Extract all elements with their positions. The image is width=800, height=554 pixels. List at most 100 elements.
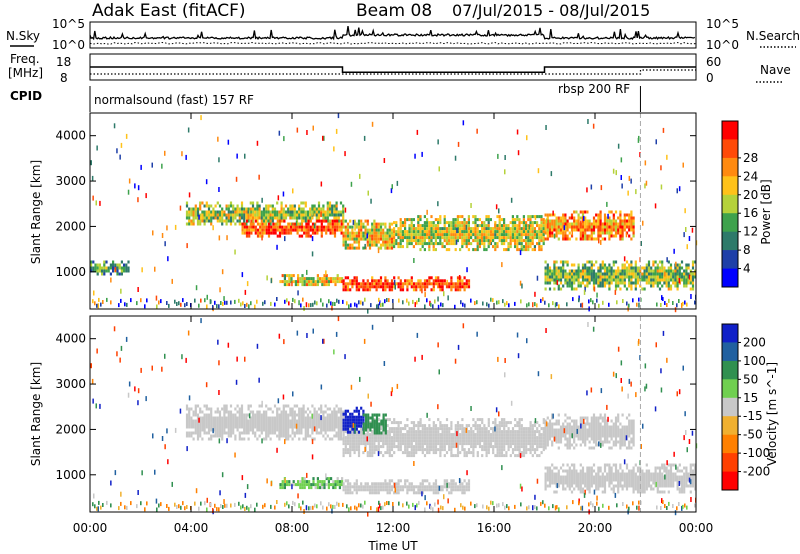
echo-cell xyxy=(357,421,361,425)
echo-cell xyxy=(437,230,440,234)
echo-cell xyxy=(399,439,402,443)
echo-cell xyxy=(487,448,490,452)
echo-cell xyxy=(520,445,523,449)
echo-cell xyxy=(496,454,499,458)
echo-cell xyxy=(621,266,624,270)
echo-cell xyxy=(557,222,560,226)
echo-cell xyxy=(428,424,431,428)
echo-cell xyxy=(265,213,268,217)
echo-cell xyxy=(423,230,426,234)
echo-cell xyxy=(625,266,629,270)
echo-cell xyxy=(289,210,292,214)
echo-cell xyxy=(544,278,547,282)
scatter-echo xyxy=(504,169,506,175)
scatter-echo xyxy=(119,154,121,160)
echo-cell xyxy=(243,416,246,420)
echo-cell xyxy=(225,207,228,211)
echo-cell xyxy=(201,410,204,414)
echo-cell xyxy=(247,404,250,408)
echo-cell xyxy=(525,221,528,225)
echo-cell xyxy=(557,422,560,426)
echo-cell xyxy=(331,207,334,211)
echo-cell xyxy=(311,228,315,232)
echo-cell xyxy=(485,224,488,228)
near-range-echo xyxy=(474,301,476,306)
echo-cell xyxy=(625,213,629,217)
echo-cell xyxy=(588,278,591,282)
echo-cell xyxy=(459,282,462,286)
scatter-echo xyxy=(495,204,498,210)
echo-cell xyxy=(533,436,537,440)
echo-cell xyxy=(691,260,695,264)
echo-cell xyxy=(538,215,541,219)
echo-cell xyxy=(628,275,631,279)
echo-cell xyxy=(90,266,93,270)
echo-cell xyxy=(481,430,484,434)
echo-cell xyxy=(652,275,655,279)
echo-cell xyxy=(463,288,466,292)
near-range-echo xyxy=(314,300,316,305)
nsearch-label: N.Search xyxy=(746,29,800,43)
echo-cell xyxy=(291,410,294,414)
echo-cell xyxy=(531,445,534,449)
echo-cell xyxy=(306,431,310,435)
echo-cell xyxy=(355,445,358,449)
echo-cell xyxy=(410,445,413,449)
echo-cell xyxy=(623,434,626,438)
echo-cell xyxy=(428,245,431,249)
echo-cell xyxy=(401,221,404,225)
echo-cell xyxy=(417,427,420,431)
echo-cell xyxy=(619,234,622,238)
echo-cell xyxy=(472,221,475,225)
echo-cell xyxy=(676,287,679,291)
echo-cell xyxy=(199,207,202,211)
echo-cell xyxy=(279,486,282,490)
echo-cell xyxy=(322,419,325,423)
echo-cell xyxy=(667,275,670,279)
echo-cell xyxy=(236,213,239,217)
echo-cell xyxy=(494,242,497,246)
echo-cell xyxy=(293,207,296,211)
near-range-echo xyxy=(514,301,516,306)
echo-cell xyxy=(621,413,624,417)
freq-tick-bottom: 8 xyxy=(60,71,68,85)
near-range-echo xyxy=(386,298,388,302)
echo-cell xyxy=(214,434,217,438)
echo-cell xyxy=(452,221,455,225)
echo-cell xyxy=(592,219,596,223)
echo-cell xyxy=(665,284,668,288)
echo-cell xyxy=(514,418,517,422)
echo-cell xyxy=(575,275,578,279)
echo-cell xyxy=(601,278,604,282)
echo-cell xyxy=(548,428,552,432)
echo-cell xyxy=(566,281,569,285)
echo-cell xyxy=(256,425,259,429)
echo-cell xyxy=(254,219,257,223)
echo-cell xyxy=(423,436,427,440)
echo-cell xyxy=(592,281,596,285)
echo-cell xyxy=(293,425,296,429)
echo-cell xyxy=(500,454,504,458)
echo-cell xyxy=(507,427,510,431)
echo-cell xyxy=(317,419,321,423)
echo-cell xyxy=(251,210,255,214)
echo-cell xyxy=(382,231,385,235)
echo-cell xyxy=(258,204,261,208)
echo-cell xyxy=(595,419,598,423)
echo-cell xyxy=(248,231,251,235)
echo-cell xyxy=(603,213,607,217)
echo-cell xyxy=(300,228,304,232)
echo-cell xyxy=(421,430,424,434)
echo-cell xyxy=(218,410,222,414)
echo-cell xyxy=(412,288,416,292)
echo-cell xyxy=(249,410,252,414)
echo-cell xyxy=(302,410,305,414)
echo-cell xyxy=(630,263,633,267)
echo-cell xyxy=(401,245,404,249)
echo-cell xyxy=(674,272,677,276)
echo-cell xyxy=(190,431,193,435)
echo-cell xyxy=(366,430,369,434)
echo-cell xyxy=(509,445,512,449)
echo-cell xyxy=(467,233,470,237)
echo-cell xyxy=(540,439,543,443)
